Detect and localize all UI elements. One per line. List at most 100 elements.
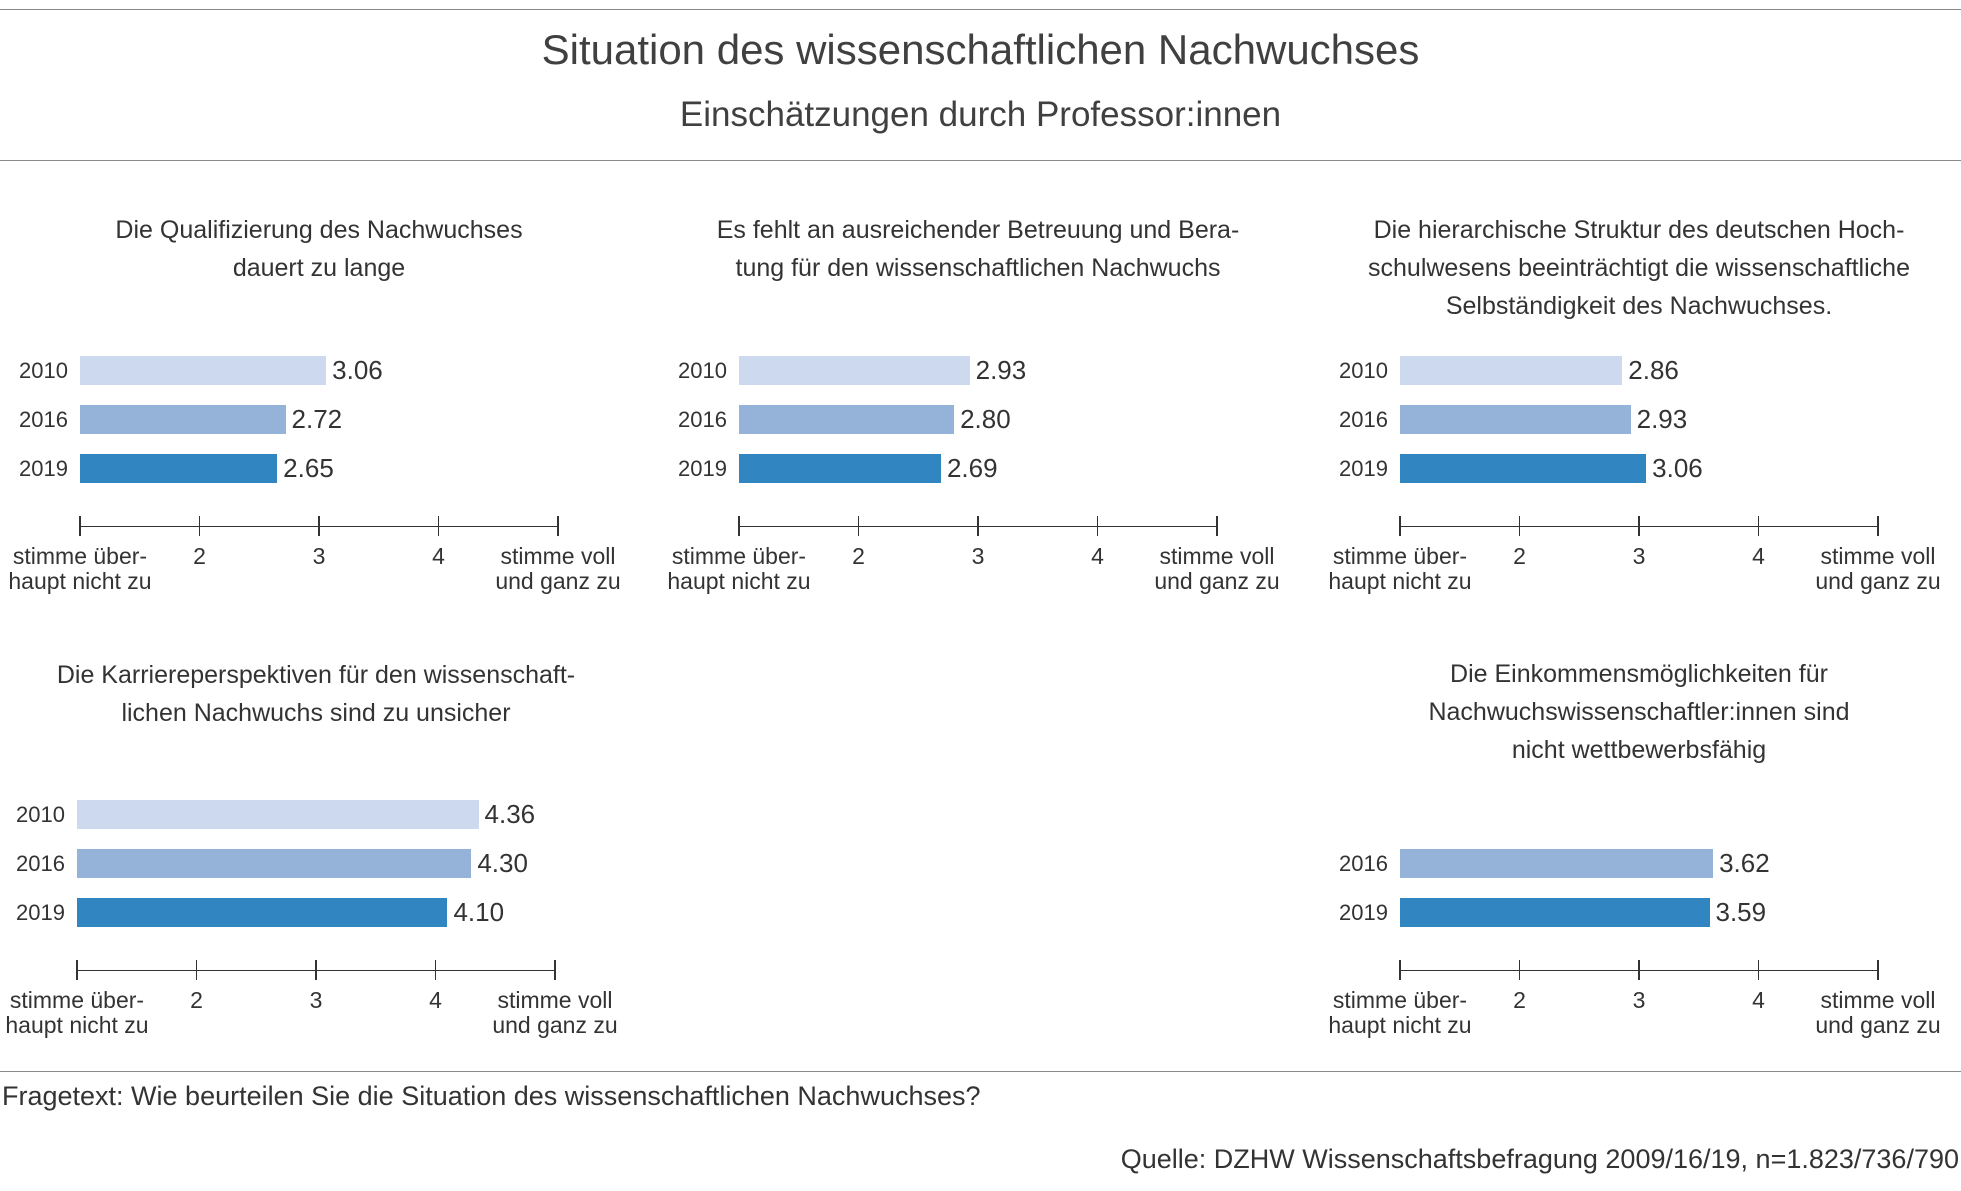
tick-label-line: 4 [1091,543,1104,569]
tick-label: 4 [1679,544,1839,569]
tick-label-line: 4 [432,543,445,569]
tick-label-line: 2 [193,543,206,569]
bar-2010 [1400,356,1623,385]
value-label: 2.80 [960,404,1011,434]
tick-label: 4 [1679,988,1839,1013]
tick-label-line: stimme über- [1332,543,1468,569]
tick-label: stimme voll und ganz zu [475,988,635,1038]
tick-label: 2 [1440,544,1600,569]
year-label: 2016 [19,407,68,432]
axis-tick [76,960,78,980]
tick-label: stimme voll und ganz zu [1798,988,1958,1038]
tick-label-line: und ganz zu [495,568,621,594]
year-label: 2016 [678,407,727,432]
axis-tick [1757,960,1760,980]
bar-2016 [1400,849,1714,878]
axis-tick [434,960,437,980]
value-label: 2.86 [1628,355,1679,385]
axis-tick [554,960,556,980]
year-label: 2019 [678,456,727,481]
year-label: 2010 [19,358,68,383]
tick-label: 2 [1440,988,1600,1013]
axis-tick [315,960,317,980]
top-rule [0,9,1961,10]
value-label: 4.30 [477,848,528,878]
year-label: 2019 [1339,456,1388,481]
tick-label: 2 [779,544,939,569]
tick-label-line: 3 [1632,987,1646,1013]
chart-panel: Es fehlt an ausreichender Betreuung und … [667,0,1279,1191]
tick-label-line: 4 [429,987,442,1013]
chart-panel: Die Qualifizierung des Nachwuchses dauert… [8,0,620,1191]
year-label: 2016 [1339,407,1388,432]
axis-tick [1877,516,1879,536]
year-label: 2016 [16,851,65,876]
axis-tick [1399,960,1401,980]
tick-label-line: 3 [312,543,326,569]
value-label: 3.62 [1719,848,1770,878]
panel-title: Es fehlt an ausreichender Betreuung und … [619,211,1337,287]
axis-tick [1877,960,1879,980]
chart-panel: Die Karriereperspektiven für den wissens… [5,0,617,1191]
tick-label-line: haupt nicht zu [1328,568,1472,594]
bar-2016 [1400,405,1631,434]
tick-label: 4 [1018,544,1178,569]
panel-title-line: schulwesens beeinträchtigt die wissensch… [1368,254,1910,282]
panel-title-line: Es fehlt an ausreichender Betreuung und … [716,216,1240,244]
tick-label: 4 [359,544,519,569]
tick-label: stimme über-haupt nicht zu [659,544,819,594]
axis-tick [1518,516,1521,536]
panel-title-line: Die hierarchische Struktur des deutschen… [1373,216,1905,244]
tick-label-line: haupt nicht zu [5,1012,149,1038]
tick-label-line: 2 [1513,987,1526,1013]
tick-label-line: stimme über- [671,543,807,569]
panel-title-line: tung für den wissenschaftlichen Nachwuch… [735,254,1221,282]
tick-label-line: 2 [852,543,865,569]
tick-label: 2 [117,988,277,1013]
bar-2019 [77,898,448,927]
tick-label: 3 [898,544,1058,569]
axis-tick [557,516,559,536]
tick-label-line: stimme voll [1820,543,1936,569]
tick-label-line: 4 [1752,543,1765,569]
panel-title: Die Karriereperspektiven für den wissens… [0,656,675,732]
tick-label-line: stimme über- [9,987,145,1013]
footer-rule [0,1071,1961,1072]
tick-label: stimme über-haupt nicht zu [1320,988,1480,1038]
question-text: Fragetext: Wie beurteilen Sie die Situat… [2,1081,981,1111]
panel-title-line: Selbständigkeit des Nachwuchses. [1445,292,1833,320]
tick-label: 3 [239,544,399,569]
tick-label: stimme über-haupt nicht zu [1320,544,1480,594]
value-label: 2.69 [946,453,998,483]
axis-tick [437,516,440,536]
value-label: 2.65 [283,453,334,483]
year-label: 2019 [19,456,68,481]
year-label: 2010 [1339,358,1388,383]
year-label: 2010 [678,358,727,383]
chart-panel: Die hierarchische Struktur des deutschen… [1328,0,1940,1191]
panel-title-line: Nachwuchswissenschaftler:innen sind [1428,698,1850,726]
tick-label-line: stimme über- [1332,987,1468,1013]
panel-title: Die Qualifizierung des Nachwuchses dauert… [0,211,678,287]
axis-tick [318,516,320,536]
tick-label: stimme voll und ganz zu [1798,544,1958,594]
tick-label: stimme voll und ganz zu [1137,544,1297,594]
axis-tick [1757,516,1760,536]
axis-tick [1216,516,1218,536]
value-label: 4.10 [453,897,505,927]
value-label: 2.93 [975,355,1027,385]
tick-label-line: haupt nicht zu [667,568,811,594]
bar-2010 [77,800,479,829]
tick-label-line: stimme über- [12,543,148,569]
axis-tick [857,516,860,536]
tick-label-line: stimme voll [500,543,616,569]
tick-label-line: stimme voll [1820,987,1936,1013]
tick-label-line: 3 [971,543,985,569]
tick-label-line: haupt nicht zu [8,568,152,594]
bar-2019 [1400,898,1710,927]
source-text: Quelle: DZHW Wissenschaftsbefragung 2009… [1120,1144,1959,1174]
tick-label-line: und ganz zu [1815,1012,1941,1038]
tick-label-line: und ganz zu [492,1012,618,1038]
panel-title-line: Die Einkommensmöglichkeiten für [1450,660,1828,688]
value-label: 3.59 [1715,897,1767,927]
